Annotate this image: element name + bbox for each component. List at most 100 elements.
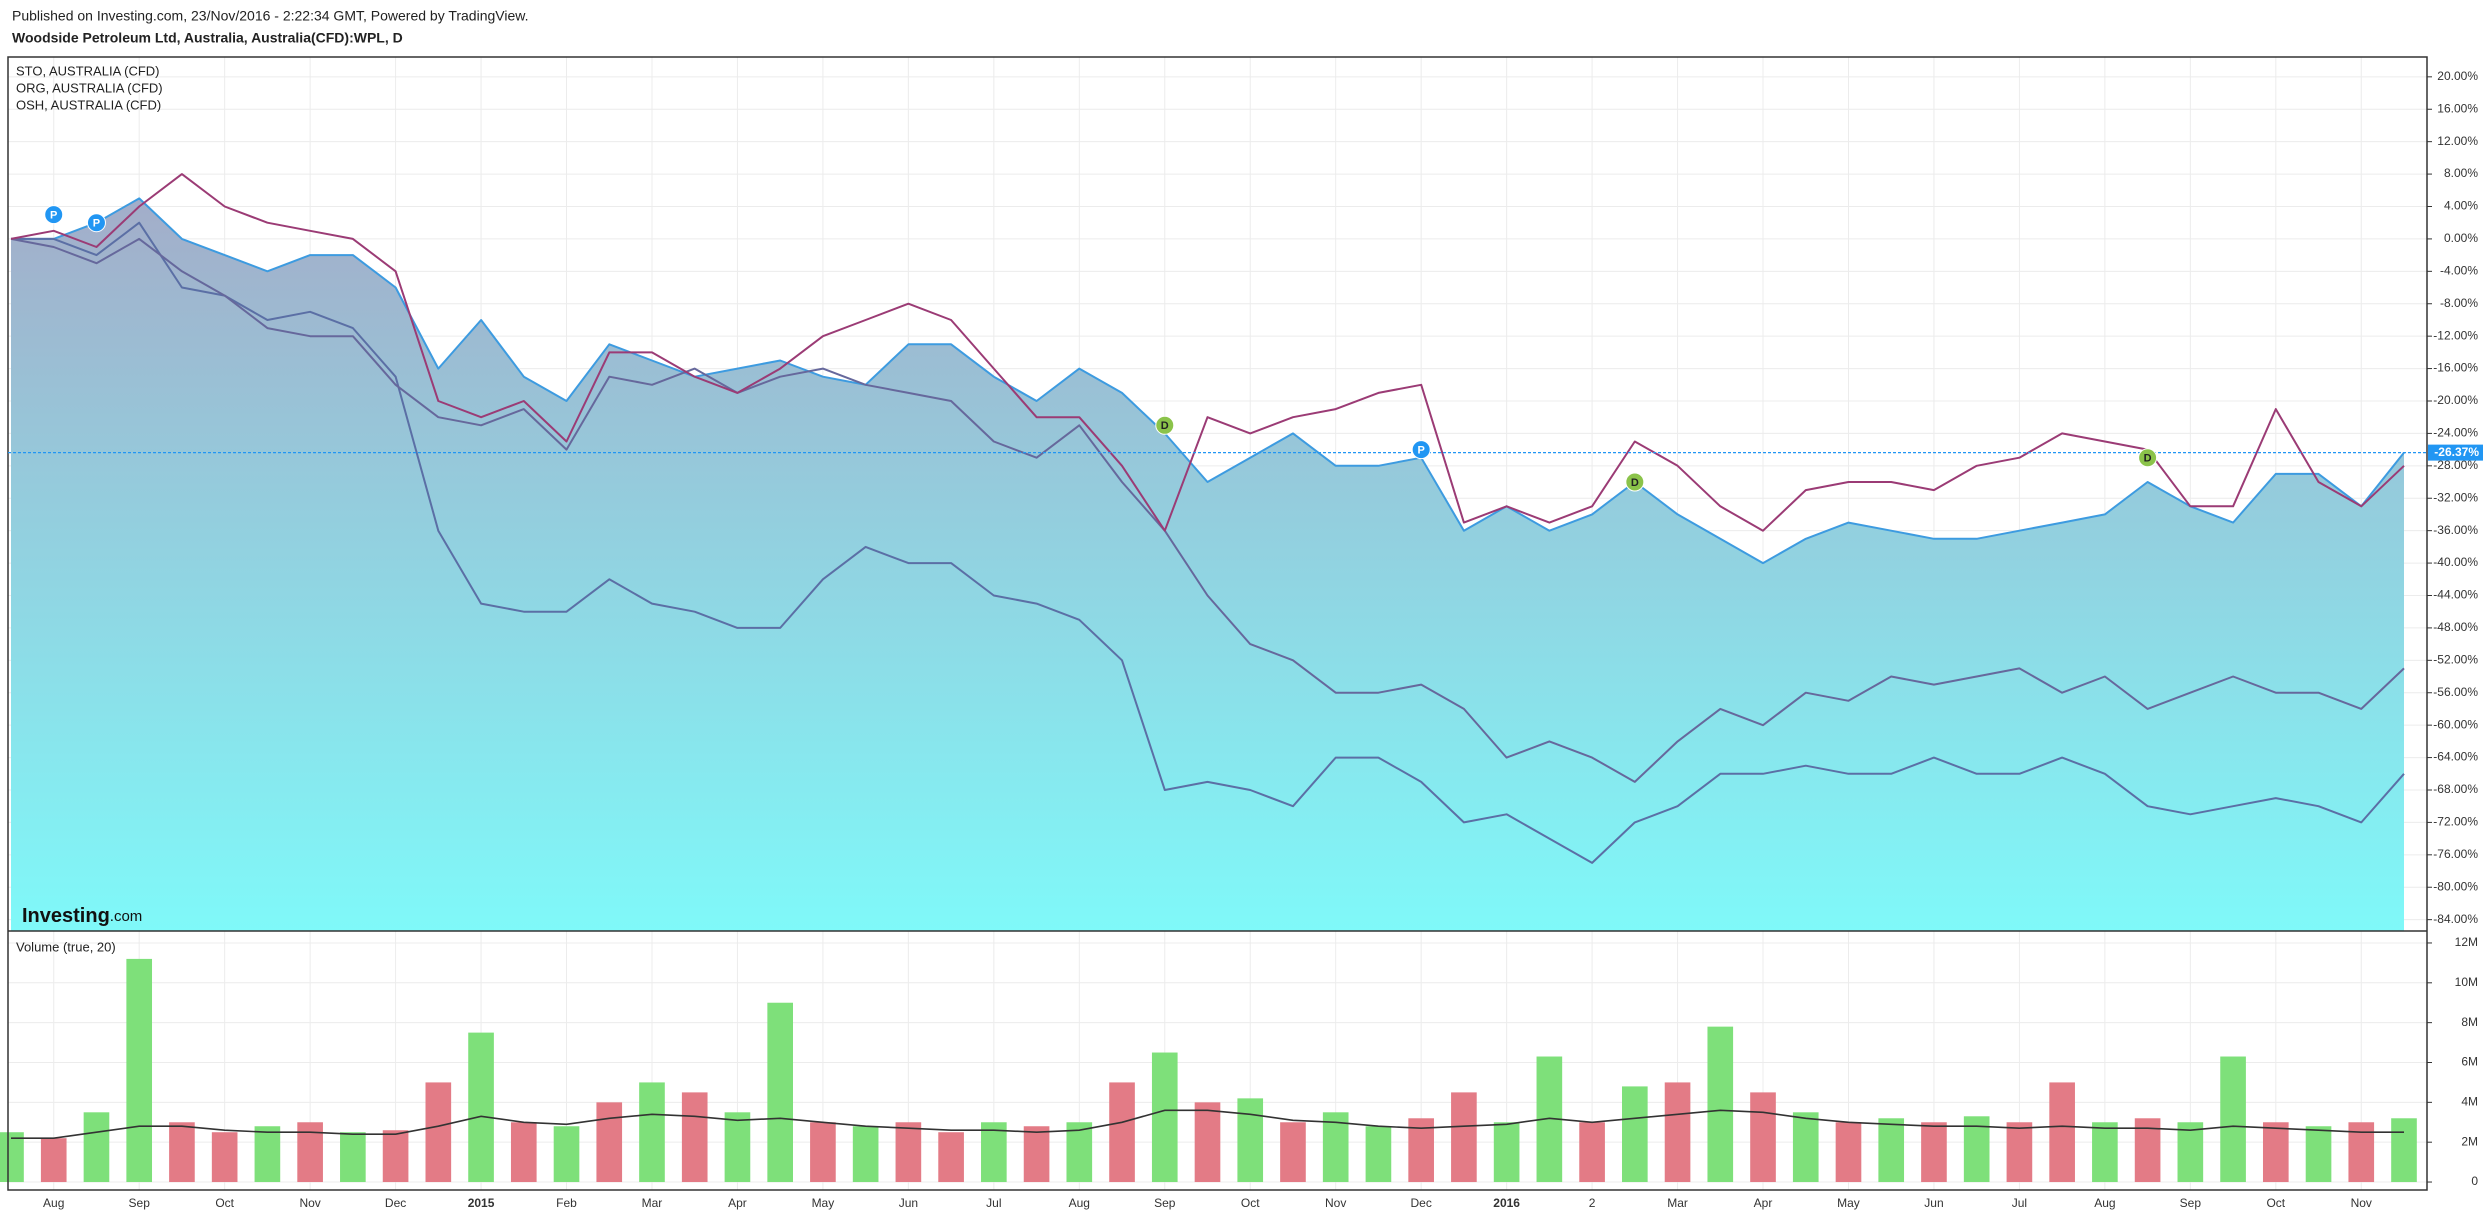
y-tick-label: -24.00% xyxy=(2433,426,2478,440)
event-label: P xyxy=(50,210,57,222)
volume-bar xyxy=(211,1132,238,1183)
x-tick-label: Aug xyxy=(43,1196,64,1210)
volume-bar xyxy=(1151,1052,1178,1183)
volume-bar xyxy=(425,1082,452,1183)
volume-bar xyxy=(510,1122,537,1183)
y-tick-label: -32.00% xyxy=(2433,490,2478,504)
x-tick-label: Nov xyxy=(1325,1196,1346,1210)
x-tick-label: Nov xyxy=(299,1196,320,1210)
y-tick-label: -16.00% xyxy=(2433,361,2478,375)
symbol-title: Woodside Petroleum Ltd, Australia, Austr… xyxy=(12,30,403,46)
event-marker xyxy=(1411,440,1431,460)
volume-bar xyxy=(1023,1126,1050,1183)
volume-bar xyxy=(553,1126,580,1183)
y-tick-label: -80.00% xyxy=(2433,879,2478,893)
volume-bar xyxy=(639,1082,665,1183)
volume-bar xyxy=(1066,1122,1093,1183)
y-tick-label: -76.00% xyxy=(2433,847,2478,861)
x-tick-label: 2 xyxy=(1589,1196,1596,1210)
event-label: P xyxy=(1417,445,1424,457)
volume-bar xyxy=(1280,1122,1306,1183)
volume-bar xyxy=(938,1132,964,1183)
volume-bar xyxy=(126,958,153,1183)
series-line xyxy=(10,237,2405,783)
y-tick-label: 4.00% xyxy=(2444,199,2478,213)
volume-bar xyxy=(2092,1122,2118,1183)
x-tick-label: Sep xyxy=(129,1196,151,1210)
y-tick-label: -36.00% xyxy=(2433,523,2478,537)
volume-bar xyxy=(2262,1122,2289,1183)
volume-bar xyxy=(40,1138,67,1183)
plot xyxy=(0,173,2417,1183)
x-tick-label: Nov xyxy=(2351,1196,2372,1210)
volume-bar xyxy=(1237,1098,1264,1183)
event-label: D xyxy=(1161,420,1169,432)
event-marker xyxy=(44,205,64,225)
x-tick-label: Sep xyxy=(2180,1196,2202,1210)
publish-note: Published on Investing.com, 23/Nov/2016 … xyxy=(12,8,528,24)
x-tick-label: Feb xyxy=(556,1196,577,1210)
volume-bar xyxy=(1664,1082,1691,1183)
volume-bar xyxy=(169,1122,195,1183)
volume-bar xyxy=(1194,1102,1221,1183)
event-marker xyxy=(1625,472,1645,492)
volume-bar xyxy=(2391,1118,2417,1183)
volume-bar xyxy=(1921,1122,1947,1183)
volume-bar xyxy=(340,1132,366,1183)
volume-bar xyxy=(1835,1122,1862,1183)
volume-bar xyxy=(1878,1118,1905,1183)
y-tick-label: 8.00% xyxy=(2444,166,2478,180)
y-tick-label: -20.00% xyxy=(2433,393,2478,407)
volume-bar xyxy=(1750,1092,1776,1183)
x-tick-label: 2016 xyxy=(1493,1196,1520,1210)
y-tick-label: 20.00% xyxy=(2437,69,2478,83)
moving-average xyxy=(11,1109,2404,1139)
area-fill xyxy=(11,198,2404,931)
x-tick-label: Oct xyxy=(215,1196,234,1210)
y-tick-label: -44.00% xyxy=(2433,588,2478,602)
volume-bar xyxy=(2049,1082,2075,1183)
x-tick-label: Apr xyxy=(728,1196,747,1210)
y-tick-label: 8M xyxy=(2461,1015,2478,1029)
y-tick-label: -4.00% xyxy=(2440,263,2478,277)
y-tick-label: 10M xyxy=(2455,975,2478,989)
event-marker xyxy=(2138,448,2158,468)
y-tick-label: -60.00% xyxy=(2433,717,2478,731)
y-tick-label: -72.00% xyxy=(2433,815,2478,829)
y-tick-label: 16.00% xyxy=(2437,101,2478,115)
volume-bar xyxy=(2177,1122,2204,1183)
series-line xyxy=(10,173,2405,532)
volume-bar xyxy=(895,1122,922,1183)
y-tick-label: -12.00% xyxy=(2433,328,2478,342)
x-tick-label: Aug xyxy=(1069,1196,1090,1210)
volume-bar xyxy=(0,1132,24,1183)
y-tick-label: -40.00% xyxy=(2433,555,2478,569)
legend-entry: ORG, AUSTRALIA (CFD) xyxy=(16,80,163,95)
volume-bar xyxy=(2220,1056,2246,1183)
volume-bar xyxy=(382,1130,409,1183)
x-tick-label: 2015 xyxy=(468,1196,495,1210)
volume-bar xyxy=(596,1102,623,1183)
x-tick-label: Dec xyxy=(1410,1196,1431,1210)
y-tick-label: -48.00% xyxy=(2433,620,2478,634)
x-tick-label: May xyxy=(1837,1196,1860,1210)
y-tick-label: 0 xyxy=(2471,1174,2478,1188)
x-tick-label: Dec xyxy=(385,1196,406,1210)
y-tick-label: 6M xyxy=(2461,1055,2478,1069)
y-tick-label: -28.00% xyxy=(2433,458,2478,472)
volume-bar xyxy=(681,1092,708,1183)
volume-bar xyxy=(254,1126,281,1183)
volume-bar xyxy=(724,1112,751,1183)
volume-bar xyxy=(1792,1112,1819,1183)
y-tick-label: -52.00% xyxy=(2433,652,2478,666)
y-tick-label: -64.00% xyxy=(2433,750,2478,764)
legend-entry: OSH, AUSTRALIA (CFD) xyxy=(16,97,161,112)
volume-bar xyxy=(810,1122,836,1183)
y-tick-label: 12.00% xyxy=(2437,134,2478,148)
x-tick-label: Jul xyxy=(2012,1196,2027,1210)
y-tick-label: 12M xyxy=(2455,935,2478,949)
x-tick-label: Jul xyxy=(986,1196,1001,1210)
logo: Investing.com xyxy=(22,905,142,927)
volume-bar xyxy=(767,1002,793,1183)
